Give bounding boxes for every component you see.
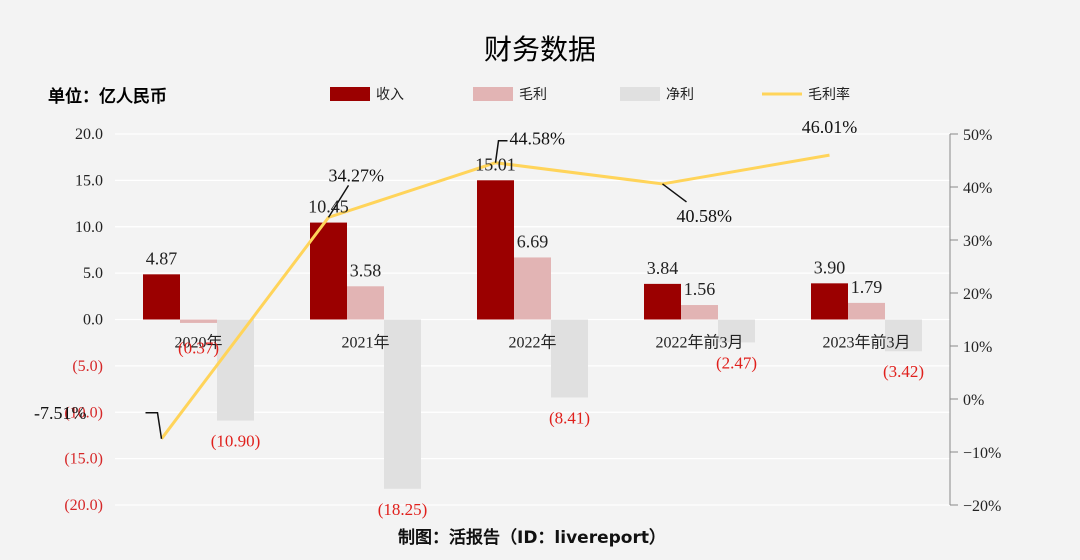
data-label-毛利率: 46.01% [802, 117, 858, 137]
leader-line [662, 183, 687, 203]
right-axis-tick-label: 20% [963, 286, 992, 303]
bar-收入 [477, 180, 514, 320]
left-axis-tick-label: 15.0 [75, 172, 103, 189]
data-label-毛利率: -7.51% [34, 403, 87, 423]
bar-净利 [718, 319, 755, 343]
bar-净利 [885, 319, 922, 352]
left-axis-tick-label: 20.0 [75, 126, 103, 143]
bar-毛利 [848, 302, 885, 320]
right-axis-tick-label: −10% [963, 445, 1001, 462]
right-axis-tick-label: 40% [963, 180, 992, 197]
axes: 20.0 15.0 10.0 5.0 0.0 (5.0) (10.0) (15.0) (20.0… [64, 126, 1001, 515]
bar-净利 [217, 319, 254, 421]
data-labels: 2020年 2021年 2022年 2022年前3月 2023年前3月 4.87 10.45… [34, 117, 924, 519]
data-label-毛利率: 44.58% [510, 129, 566, 149]
bar-毛利 [180, 319, 217, 323]
data-label-收入: 15.01 [475, 154, 516, 174]
data-label-收入: 3.84 [647, 258, 679, 278]
bar-收入 [811, 283, 848, 320]
data-label-收入: 3.90 [814, 257, 846, 277]
data-label-毛利: (0.37) [178, 339, 219, 358]
category-label: 2020年 [174, 334, 222, 352]
right-axis-tick-label: 10% [963, 339, 992, 356]
legend-label-毛利率: 毛利率 [808, 86, 850, 103]
bar-毛利 [514, 257, 551, 320]
left-axis-tick-label: 0.0 [83, 312, 103, 329]
data-label-净利: (18.25) [378, 500, 428, 519]
legend-swatch-收入 [330, 87, 370, 101]
data-label-毛利: 1.56 [684, 279, 716, 299]
right-axis-tick-label: 0% [963, 392, 984, 409]
left-axis-tick-label: (5.0) [72, 358, 103, 375]
data-label-毛利率: 34.27% [329, 165, 385, 185]
left-axis-tick-label: (10.0) [64, 404, 103, 421]
left-axis-tick-label: (15.0) [64, 451, 103, 468]
left-axis-tick-label: (20.0) [64, 497, 103, 514]
legend-swatch-毛利 [473, 87, 513, 101]
bar-收入 [310, 222, 347, 320]
margin-line [145, 139, 830, 440]
right-axis-tick-label: −20% [963, 498, 1001, 515]
leader-line [494, 139, 508, 163]
legend: 收入 毛利 净利 毛利率 [330, 86, 850, 103]
data-label-净利: (3.42) [883, 362, 924, 381]
bar-净利 [384, 319, 421, 489]
bar-毛利 [681, 305, 718, 320]
legend-label-净利: 净利 [666, 87, 694, 103]
data-label-收入: 10.45 [308, 197, 349, 217]
data-label-净利: (10.90) [211, 432, 261, 451]
bar-收入 [143, 274, 180, 320]
chart-title: 财务数据 [484, 33, 596, 66]
bar-收入 [644, 283, 681, 320]
footer-credit: 制图：活报告（ID：livereport） [398, 527, 666, 548]
leader-line [327, 184, 350, 218]
category-label: 2022年前3月 [655, 334, 743, 352]
unit-label: 单位：亿人民币 [48, 86, 167, 107]
left-axis-tick-label: 5.0 [83, 265, 103, 282]
legend-swatch-净利 [620, 87, 660, 101]
leader-line [145, 412, 163, 439]
category-label: 2021年 [341, 334, 389, 352]
category-label: 2023年前3月 [822, 334, 910, 352]
legend-label-收入: 收入 [376, 87, 404, 103]
left-axis-tick-label: 10.0 [75, 219, 103, 236]
data-label-毛利: 6.69 [517, 231, 549, 251]
data-label-毛利: 1.79 [851, 277, 883, 297]
bar-净利 [551, 319, 588, 398]
legend-label-毛利: 毛利 [519, 87, 547, 103]
data-label-净利: (2.47) [716, 353, 757, 372]
right-axis-tick-label: 50% [963, 127, 992, 144]
data-label-净利: (8.41) [549, 409, 590, 428]
data-label-收入: 4.87 [146, 248, 178, 268]
right-axis-tick-label: 30% [963, 233, 992, 250]
data-label-毛利: 3.58 [350, 260, 382, 280]
bars [143, 180, 922, 489]
category-label: 2022年 [508, 334, 556, 352]
data-label-毛利率: 40.58% [677, 206, 733, 226]
bar-毛利 [347, 286, 384, 320]
